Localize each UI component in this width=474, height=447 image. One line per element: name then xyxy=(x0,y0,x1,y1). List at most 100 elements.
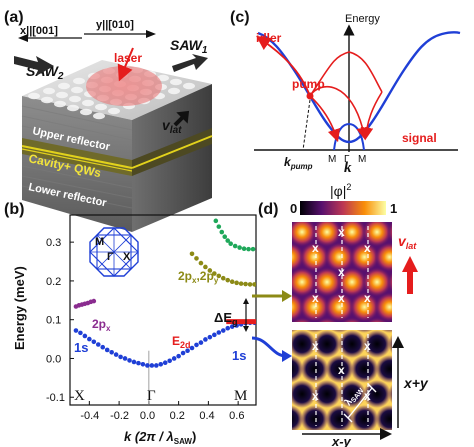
d-top-lobe xyxy=(374,292,392,322)
b-data-point-3 xyxy=(232,243,238,249)
b-data-point-0 xyxy=(91,339,97,345)
d-bottom-node xyxy=(401,405,429,433)
panel-b-label: (b) xyxy=(4,201,24,218)
b-y-tick-label: 0.1 xyxy=(46,315,61,327)
b-label-1s: 1s xyxy=(74,340,88,355)
d-bottom-marker: x xyxy=(312,389,319,403)
b-ylabel: Energy (meV) xyxy=(12,266,27,350)
saw2-arrow xyxy=(14,56,54,76)
d-bottom-node xyxy=(363,380,391,408)
vlat-arrow xyxy=(173,110,190,127)
d-cbar-title: |φ|2 xyxy=(330,182,351,199)
d-top-lobe xyxy=(362,222,392,247)
surface-bump xyxy=(54,100,66,108)
b-x-tick-label: 0.6 xyxy=(229,410,244,422)
b-data-point-3 xyxy=(228,241,234,246)
b-data-point-3 xyxy=(246,246,251,252)
panel-d-label: (d) xyxy=(258,201,278,218)
panel-a-label: (a) xyxy=(4,9,24,26)
d-top-lobe xyxy=(292,317,314,322)
d-bottom-node xyxy=(363,330,391,358)
b-data-point-0 xyxy=(140,361,146,367)
y-axis-label: y||[010] xyxy=(96,19,134,31)
b-data-point-3 xyxy=(237,245,242,250)
b-data-point-0 xyxy=(95,342,101,347)
b-data-point-2 xyxy=(212,271,217,276)
b-data-point-0 xyxy=(113,352,119,357)
saw1-arrow xyxy=(172,54,208,72)
d-top-lobe xyxy=(374,242,392,272)
d-bottom-node xyxy=(292,380,316,408)
b-data-point-0 xyxy=(234,323,239,328)
arrow-to-d-bottom xyxy=(251,336,287,358)
c-band-curve xyxy=(257,31,461,144)
bz-line xyxy=(96,234,132,270)
b-data-point-0 xyxy=(149,363,155,368)
c-pump-to-m2 xyxy=(309,85,369,141)
d-top-lobe xyxy=(315,317,339,322)
d-top-marker: x xyxy=(312,241,319,255)
surface-bump xyxy=(95,103,107,111)
d-bottom-node xyxy=(313,380,341,408)
b-data-point-2 xyxy=(207,268,213,273)
b-eg-label: ΔEg xyxy=(214,310,238,327)
d-top-lobe xyxy=(312,267,342,297)
d-top-lobe xyxy=(349,242,380,272)
b-data-point-0 xyxy=(162,360,168,366)
d-bottom-node xyxy=(325,355,354,383)
d-bottom-node xyxy=(338,330,366,358)
b-data-point-0 xyxy=(104,347,110,353)
panel-a: (a) laser x||[001] y||[010] SAW1 xyxy=(4,9,213,232)
b-x-tick-label: 0.0 xyxy=(140,410,155,422)
b-data-point-1 xyxy=(91,298,97,304)
c-kpump-dash xyxy=(302,99,311,151)
b-data-point-0 xyxy=(180,350,186,356)
b-data-point-2 xyxy=(198,260,204,266)
surface-bump xyxy=(93,112,105,120)
b-data-point-3 xyxy=(225,238,231,243)
d-bottom-node xyxy=(305,330,324,333)
d-map-bottom xyxy=(263,330,429,447)
b-data-point-0 xyxy=(73,328,79,333)
c-pump-dot xyxy=(306,92,314,100)
d-top-lobe xyxy=(292,267,317,297)
d-bottom-node xyxy=(388,384,392,404)
y-axis-arrowhead xyxy=(146,30,156,38)
surface-bump xyxy=(28,92,40,100)
bz-octagon xyxy=(89,227,139,277)
b-data-point-2 xyxy=(216,273,222,279)
d-bottom-node xyxy=(355,330,374,333)
d-top-marker: x xyxy=(364,291,371,305)
d-bottom-marker: x xyxy=(364,339,371,353)
b-data-point-0 xyxy=(220,328,226,333)
d-bottom-node xyxy=(300,355,329,383)
b-sym-m: M xyxy=(234,388,247,404)
d-bottom-node xyxy=(263,430,291,447)
b-data-point-0 xyxy=(158,361,164,367)
b-data-point-0 xyxy=(145,363,150,368)
laser-spot xyxy=(86,66,162,106)
d-bottom-node xyxy=(292,330,299,333)
c-pump-arc xyxy=(309,51,383,97)
c-ylabel: Energy xyxy=(345,13,380,25)
d-vlat-label: vlat xyxy=(398,233,417,251)
b-data-point-3 xyxy=(216,224,222,229)
b-data-point-2 xyxy=(252,282,256,287)
b-data-point-2 xyxy=(225,277,231,283)
b-data-point-3 xyxy=(250,246,256,252)
d-bottom-node xyxy=(338,380,366,408)
bz-label-m: M xyxy=(95,236,104,248)
b-data-point-0 xyxy=(78,330,83,336)
d-top-lobe xyxy=(299,292,330,322)
vlat-label: vlat xyxy=(162,117,182,136)
b-data-point-0 xyxy=(167,358,172,364)
b-data-point-0 xyxy=(171,356,177,361)
b-data-point-3 xyxy=(213,218,219,224)
d-cbar-max: 1 xyxy=(390,201,397,216)
d-vlat-arrow xyxy=(402,256,418,294)
b-data-point-0 xyxy=(127,358,132,363)
d-cbar-min: 0 xyxy=(290,201,297,216)
d-top-lobe xyxy=(324,242,355,272)
d-top-lobe xyxy=(299,242,330,272)
